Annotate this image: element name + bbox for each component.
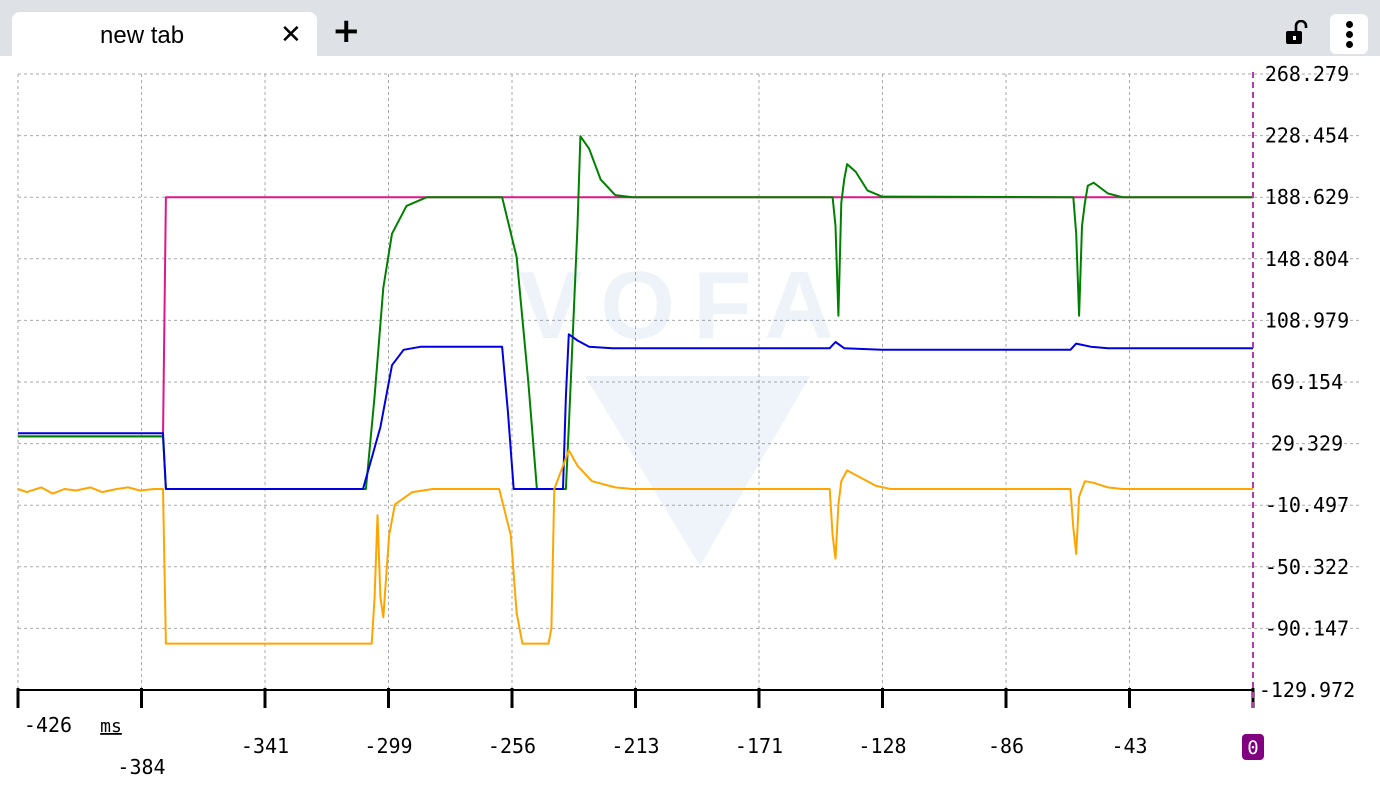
series-group [17,135,1253,645]
tab-title: new tab [100,22,185,49]
x-tick-label: -128 [858,734,906,758]
tab-new-tab[interactable]: new tab ✕ [12,12,317,56]
tick-labels: 268.279 228.454 188.629 148.804 108.979 69.15… [24,62,1355,779]
y-tick-label: 228.454 [1265,124,1349,148]
x-tick-label: -171 [735,734,783,758]
series-line-4 [17,449,1253,645]
x-unit-label: ms [100,716,122,737]
current-time-badge [1242,734,1264,760]
y-tick-label: 188.629 [1265,185,1349,209]
y-tick-label: 69.154 [1271,370,1343,394]
vofa-watermark-logo: VOFA [518,252,851,566]
x-tick-label: -426 [24,713,72,737]
vertical-dots-menu-icon[interactable] [1330,14,1368,54]
x-tick-label: 0 [1247,737,1258,759]
y-tick-label: 268.279 [1265,62,1349,86]
series-line-3 [18,333,1253,490]
line-chart: VOFA 268.279 228.454 188.629 148.804 108.979… [16,62,1360,779]
watermark-text: VOFA [518,252,851,359]
axes [16,72,1255,710]
new-tab-plus-icon[interactable]: + [332,11,361,51]
unlocked-padlock-icon[interactable] [1284,20,1308,46]
x-tick-label: -256 [488,734,536,758]
x-tick-label: -299 [364,734,412,758]
browser-tab-strip: new tab ✕ + [0,0,1380,56]
y-tick-label: -50.322 [1265,555,1349,579]
close-icon[interactable]: ✕ [280,20,302,50]
y-tick-label: -10.497 [1265,493,1349,517]
x-tick-label: -384 [117,755,165,779]
x-tick-label: -213 [611,734,659,758]
x-tick-label: -86 [988,734,1024,758]
series-line-2 [18,135,1253,490]
x-tick-label: -43 [1111,734,1147,758]
x-tick-label: -341 [241,734,289,758]
y-tick-label: 148.804 [1265,247,1349,271]
y-tick-label: -129.972 [1259,678,1355,702]
y-tick-label: 108.979 [1265,308,1349,332]
y-tick-label: -90.147 [1265,616,1349,640]
y-tick-label: 29.329 [1271,432,1343,456]
